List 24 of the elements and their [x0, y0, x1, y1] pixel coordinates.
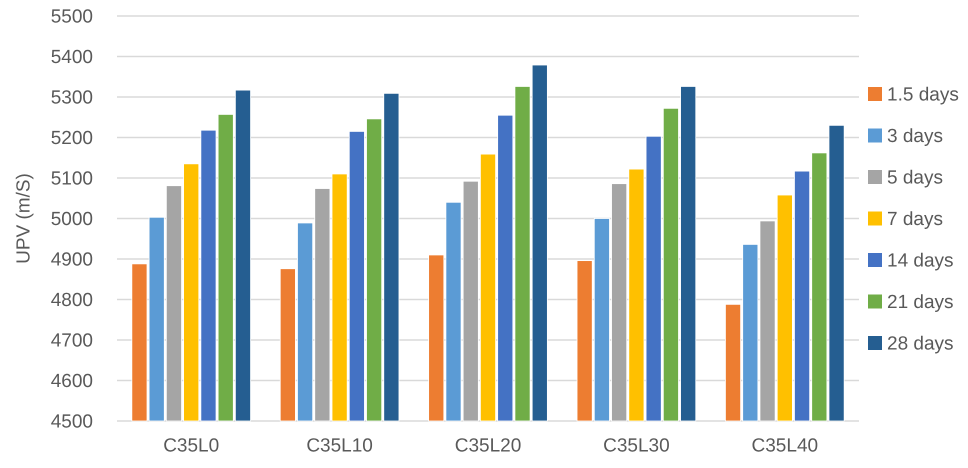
legend-label: 1.5 days	[887, 84, 959, 106]
y-tick-label: 4800	[50, 290, 93, 312]
x-tick-label: C35L30	[603, 436, 670, 457]
y-tick-label: 5200	[50, 128, 93, 150]
y-tick-label: 5400	[50, 47, 93, 68]
y-tick-label: 5100	[50, 168, 93, 190]
legend-label: 7 days	[887, 209, 943, 230]
x-tick-label: C35L40	[752, 436, 818, 457]
y-tick-label: 4700	[50, 330, 93, 352]
x-tick-label: C35L0	[163, 436, 220, 457]
x-tick-label: C35L10	[306, 436, 373, 457]
y-tick-label: 4900	[50, 250, 93, 271]
y-tick-label: 4600	[50, 371, 93, 392]
legend-label: 5 days	[887, 168, 943, 189]
legend-label: 3 days	[887, 126, 943, 148]
y-tick-label: 5500	[50, 6, 93, 28]
y-tick-label: 5000	[50, 209, 93, 230]
legend-label: 28 days	[887, 334, 954, 355]
y-tick-label: 5300	[50, 88, 93, 109]
x-tick-label: C35L20	[454, 436, 522, 457]
legend-label: 21 days	[887, 292, 954, 314]
y-axis-title: UPV (m/S)	[14, 173, 35, 264]
legend-label: 14 days	[887, 250, 954, 272]
y-tick-label: 4500	[50, 412, 93, 433]
